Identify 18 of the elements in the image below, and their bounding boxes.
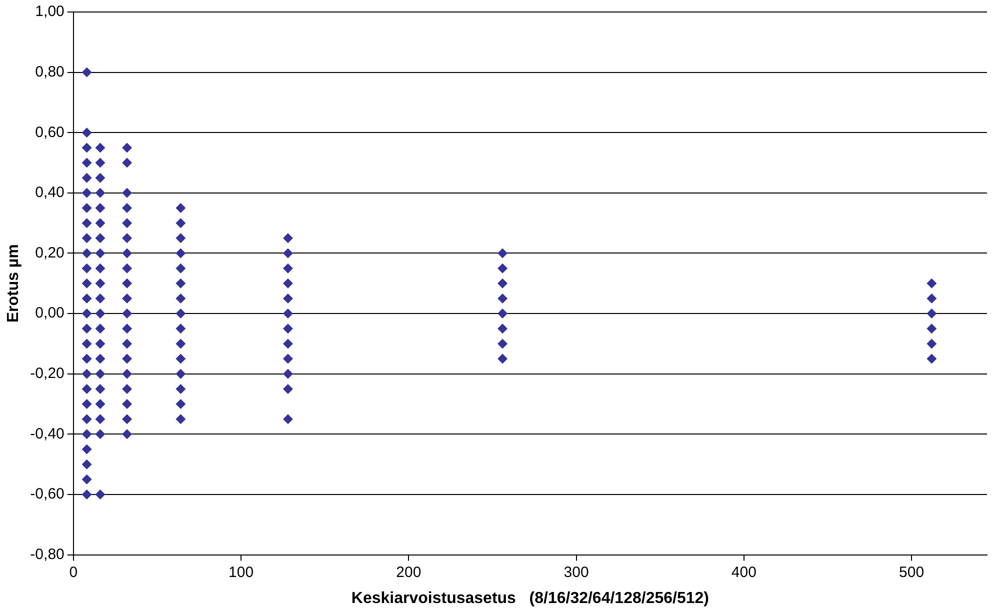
x-tick-label: 200 [396,564,422,581]
y-axis-title: Erotus µm [5,244,22,323]
x-tick-label: 500 [899,564,924,581]
y-tick-label: 0,40 [35,184,64,202]
x-tick-label: 300 [564,564,589,581]
y-tick-label: 0,00 [35,304,64,322]
y-tick-label: 0,60 [35,124,64,141]
x-tick-label: 0 [69,564,78,581]
y-tick-label: -0,80 [30,546,64,563]
x-tick-label: 100 [228,564,254,581]
y-tick-label: -0,20 [30,365,64,382]
x-axis-title: Keskiarvoistusasetus (8/16/32/64/128/256/512) [351,590,709,607]
y-tick-label: -0,60 [30,486,64,503]
y-tick-label: 0,20 [35,244,64,262]
x-tick-label: 400 [731,564,756,581]
y-tick-label: -0,40 [30,425,64,442]
y-tick-label: 0,80 [35,63,64,80]
y-tick-label: 1,00 [35,3,64,20]
